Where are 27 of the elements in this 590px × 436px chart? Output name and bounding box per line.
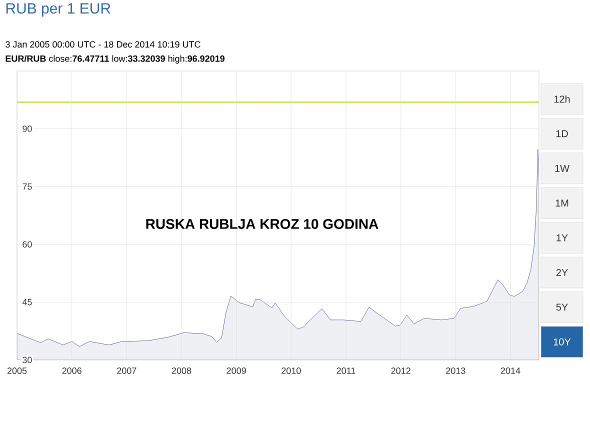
text: 1W xyxy=(555,164,570,172)
text: EUR/RUB close:76.47711 low:33.32039 high:96.92019 xyxy=(6,55,225,64)
annotation: RUSKA RUBLJA KROZ 10 GODINA xyxy=(146,219,378,229)
text: 12h xyxy=(554,95,570,103)
x-tick-label: 2011 xyxy=(336,368,356,374)
x-tick-label: 2005 xyxy=(7,368,27,374)
y-tick-label: 90 xyxy=(22,126,32,132)
chart-subtitle: 3 Jan 2005 00:00 UTC - 18 Dec 2014 10:19 UTC xyxy=(6,41,200,48)
chart-title: RUB per 1 EUR xyxy=(6,3,110,17)
text: 10Y xyxy=(554,338,571,346)
text: 1Y xyxy=(556,234,568,242)
x-tick-label: 2014 xyxy=(500,368,520,374)
y-tick-label: 75 xyxy=(22,183,32,190)
y-tick-label: 60 xyxy=(22,241,32,248)
text: 5Y xyxy=(556,304,568,311)
x-tick-label: 2006 xyxy=(62,368,82,374)
text: 1D xyxy=(556,130,568,138)
x-tick-label: 2012 xyxy=(391,368,410,374)
text: 2Y xyxy=(556,269,568,276)
text: 1M xyxy=(556,200,568,207)
x-tick-label: 2009 xyxy=(226,368,246,374)
x-tick-label: 2007 xyxy=(117,368,136,374)
y-tick-label: 45 xyxy=(22,299,32,306)
y-tick-label: 30 xyxy=(22,356,32,364)
x-tick-label: 2010 xyxy=(282,368,301,374)
x-tick-label: 2008 xyxy=(172,368,192,374)
x-tick-label: 2013 xyxy=(446,368,466,374)
